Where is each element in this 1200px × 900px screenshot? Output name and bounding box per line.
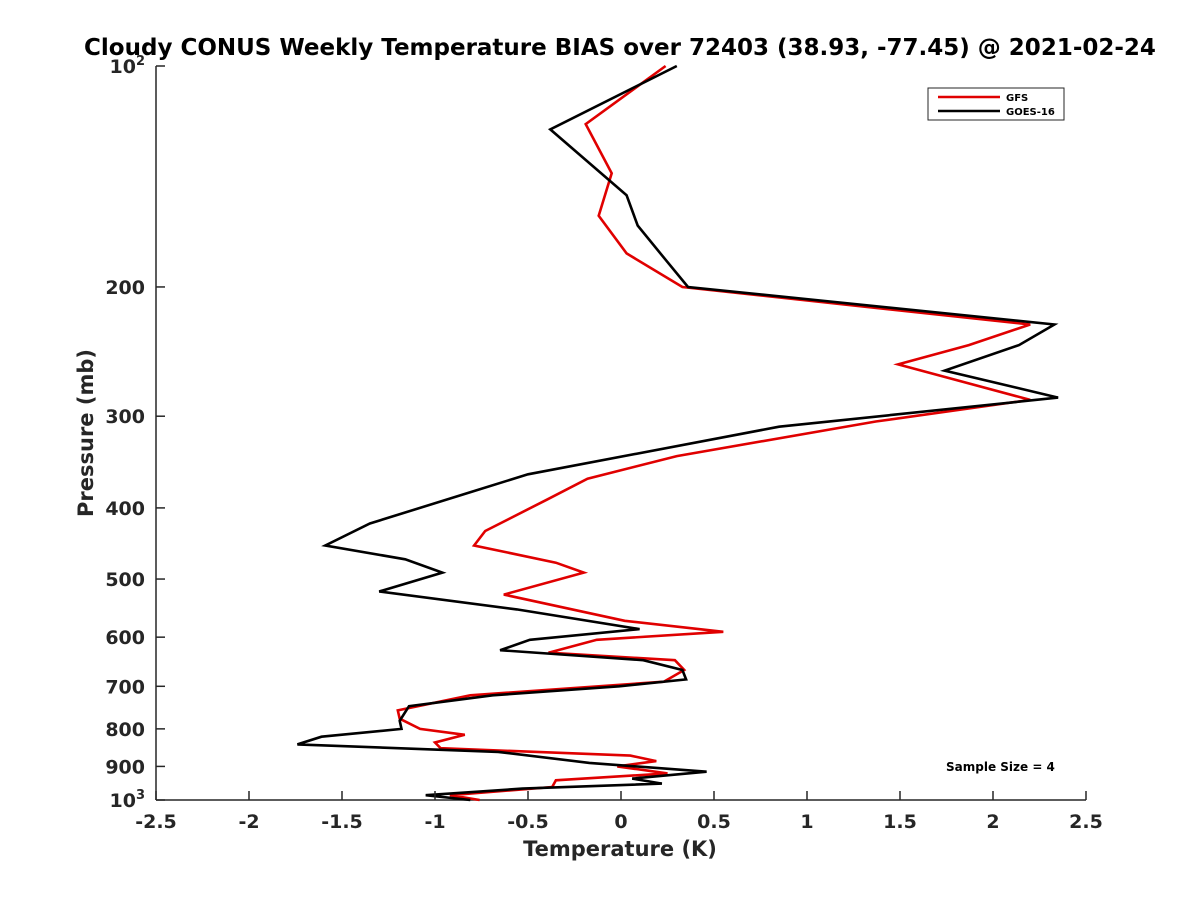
y-tick-label: 103 bbox=[110, 788, 146, 812]
x-tick-label: -0.5 bbox=[507, 811, 549, 833]
y-tick-label: 700 bbox=[105, 676, 145, 698]
y-tick-label: 200 bbox=[105, 277, 145, 299]
legend-box bbox=[927, 87, 1065, 121]
sample-size-annotation: Sample Size = 4 bbox=[946, 760, 1055, 774]
y-tick-label: 900 bbox=[105, 756, 145, 778]
plot-area: -2.5 -2 -1.5 -1 -0.5 0 0.5 1 1.5 2 2.5 102 200 300 40… bbox=[105, 54, 1103, 833]
x-axis-label: Temperature (K) bbox=[523, 837, 717, 861]
y-tick-label: 102 bbox=[110, 54, 146, 78]
y-tick-label: 500 bbox=[105, 569, 145, 591]
x-tick-label: 0 bbox=[614, 811, 627, 833]
series-line-gfs bbox=[396, 64, 1031, 802]
y-tick-label: 800 bbox=[105, 719, 145, 741]
x-tick-label: -2.5 bbox=[135, 811, 177, 833]
series-line-goes-16 bbox=[297, 64, 1059, 802]
x-tick-label: -1.5 bbox=[321, 811, 363, 833]
x-tick-label: 1 bbox=[800, 811, 813, 833]
legend: GFS GOES-16 bbox=[927, 87, 1065, 121]
x-tick-label: -1 bbox=[424, 811, 445, 833]
legend-label-gfs: GFS bbox=[1006, 93, 1028, 104]
y-tick-label: 400 bbox=[105, 498, 145, 520]
x-tick-label: -2 bbox=[238, 811, 259, 833]
y-tick-label: 300 bbox=[105, 406, 145, 428]
x-ticks: -2.5 -2 -1.5 -1 -0.5 0 0.5 1 1.5 2 2.5 bbox=[135, 791, 1103, 833]
series-layer bbox=[297, 64, 1059, 802]
x-tick-label: 1.5 bbox=[883, 811, 917, 833]
legend-label-goes-16: GOES-16 bbox=[1006, 107, 1055, 118]
chart-title: Cloudy CONUS Weekly Temperature BIAS ove… bbox=[84, 35, 1156, 61]
y-tick-label: 600 bbox=[105, 627, 145, 649]
x-tick-label: 2.5 bbox=[1069, 811, 1103, 833]
x-tick-label: 0.5 bbox=[697, 811, 731, 833]
y-ticks: 102 200 300 400 500 600 700 800 900 103 bbox=[105, 54, 165, 812]
y-axis-label: Pressure (mb) bbox=[74, 349, 98, 517]
x-tick-label: 2 bbox=[986, 811, 999, 833]
